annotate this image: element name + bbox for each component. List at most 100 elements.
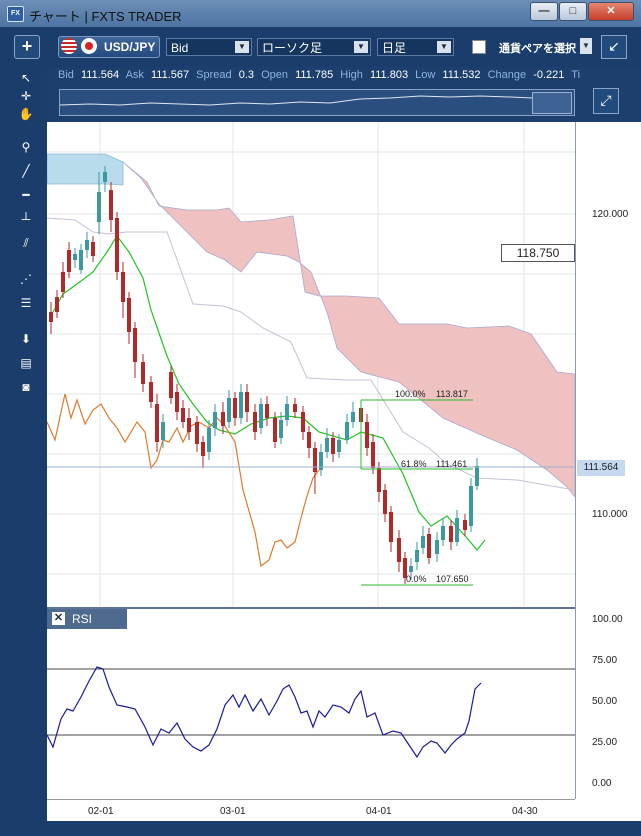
quote-bar: Bid 111.564 Ask 111.567 Spread 0.3 Open … [58, 69, 584, 81]
list-icon[interactable]: ▤ [20, 356, 32, 370]
rsi-close-icon[interactable]: ✕ [52, 612, 65, 625]
candle-body [227, 398, 231, 422]
pin-icon[interactable]: ⚲ [21, 140, 31, 154]
horizontal-line-icon[interactable]: ━ [22, 188, 30, 202]
chevron-down-icon: ▼ [235, 41, 249, 53]
minimize-button[interactable]: — [530, 2, 558, 21]
price-chart[interactable]: 100.0% 113.817 61.8% 111.461 0.0% 107.65… [47, 122, 575, 607]
candle-body [345, 422, 349, 440]
candle-body [127, 298, 131, 332]
candle-body [409, 566, 413, 572]
candle-body [265, 404, 269, 418]
date-tick: 03-01 [220, 806, 246, 817]
overview-navigator[interactable] [59, 89, 575, 116]
candle-body [427, 534, 431, 558]
download-icon[interactable]: ⬇ [20, 332, 32, 346]
overview-line [59, 95, 534, 106]
channel-icon[interactable]: ⫽ [23, 236, 29, 250]
price-tick: 110.000 [592, 509, 628, 520]
maximize-button[interactable]: □ [559, 2, 587, 21]
candle-body [239, 392, 243, 418]
bid-value: 111.564 [80, 69, 120, 81]
candle-body [441, 526, 445, 540]
candle-body [421, 536, 425, 548]
candle-body [319, 452, 323, 470]
candle-body [253, 412, 257, 432]
hand-icon[interactable]: ✋ [18, 107, 34, 121]
date-axis-corner [575, 799, 641, 821]
price-type-value: Bid [171, 41, 189, 55]
candles [49, 166, 479, 584]
vertical-line-icon[interactable]: ┴ [21, 212, 31, 226]
candle-body [61, 272, 65, 292]
fib-618-price: 111.461 [436, 459, 467, 469]
candle-body [103, 172, 107, 182]
chart-type-select[interactable]: ローソク足 ▼ [257, 38, 371, 56]
candle-body [161, 422, 165, 440]
ask-label: Ask [125, 69, 144, 81]
candle-body [79, 250, 83, 270]
crosshair-icon[interactable]: ✛ [20, 89, 32, 103]
candle-body [121, 272, 125, 302]
candle-body [97, 192, 101, 222]
candle-body [245, 392, 249, 412]
overview-range-handle[interactable] [532, 92, 572, 114]
candle-body [201, 442, 205, 456]
low-value: 111.532 [442, 69, 481, 81]
price-label: 118.750 [501, 244, 575, 262]
price-type-select[interactable]: Bid ▼ [166, 38, 252, 56]
candle-body [115, 218, 119, 272]
candle-body [463, 520, 467, 530]
candle-body [155, 404, 159, 442]
expand-icon[interactable]: ⤢ [593, 88, 619, 114]
candle-body [325, 438, 329, 452]
bid-label: Bid [58, 69, 74, 81]
candle-body [469, 486, 473, 526]
candle-body [169, 372, 173, 398]
us-flag-icon [61, 38, 77, 54]
fan-icon[interactable]: ⋰ [20, 272, 32, 286]
pair-select-checkbox[interactable] [472, 40, 486, 54]
fib-100-level: 100.0% [395, 389, 426, 399]
chart-type-value: ローソク足 [262, 41, 323, 55]
trendline-icon[interactable]: ╱ [22, 164, 30, 178]
candle-body [221, 412, 225, 426]
candle-body [371, 442, 375, 468]
camera-icon[interactable]: ◙ [22, 380, 30, 394]
candle-body [307, 432, 311, 448]
fibonacci-icon[interactable]: ☰ [20, 296, 32, 310]
candle-body [377, 468, 381, 492]
candle-body [149, 382, 153, 402]
candle-body [109, 190, 113, 220]
ask-value: 111.567 [150, 69, 190, 81]
fib-618-level: 61.8% [401, 459, 427, 469]
candle-body [331, 438, 335, 454]
candle-body [73, 254, 77, 260]
period-select[interactable]: 日足 ▼ [377, 38, 454, 56]
date-tick: 02-01 [88, 806, 114, 817]
price-tick: 120.000 [592, 209, 629, 220]
candle-body [313, 448, 317, 472]
window-title: チャート | FXTS TRADER [29, 9, 182, 24]
candle-body [195, 422, 199, 444]
date-axis: 02-01 03-01 04-01 04-30 [47, 799, 575, 822]
cursor-icon[interactable]: ↖ [20, 71, 32, 85]
rsi-axis: 100.00 75.00 50.00 25.00 0.00 [575, 607, 641, 799]
candle-body [415, 550, 419, 562]
candle-body [85, 240, 89, 250]
candle-body [207, 428, 211, 452]
time-label: Ti [571, 69, 581, 81]
low-label: Low [415, 69, 436, 81]
candle-body [397, 538, 401, 562]
collapse-icon[interactable]: ↙ [601, 35, 627, 59]
candle-body [181, 408, 185, 422]
fib-100-price: 113.817 [436, 389, 468, 399]
candle-body [455, 518, 459, 542]
candle-body [383, 490, 387, 514]
close-button[interactable]: ✕ [588, 2, 634, 21]
grid-lines [47, 122, 575, 607]
fibonacci-lines [360, 399, 473, 586]
add-chart-button[interactable]: + [14, 35, 40, 59]
candle-body [403, 558, 407, 578]
pair-dropdown-button[interactable]: ▼ [580, 38, 592, 54]
